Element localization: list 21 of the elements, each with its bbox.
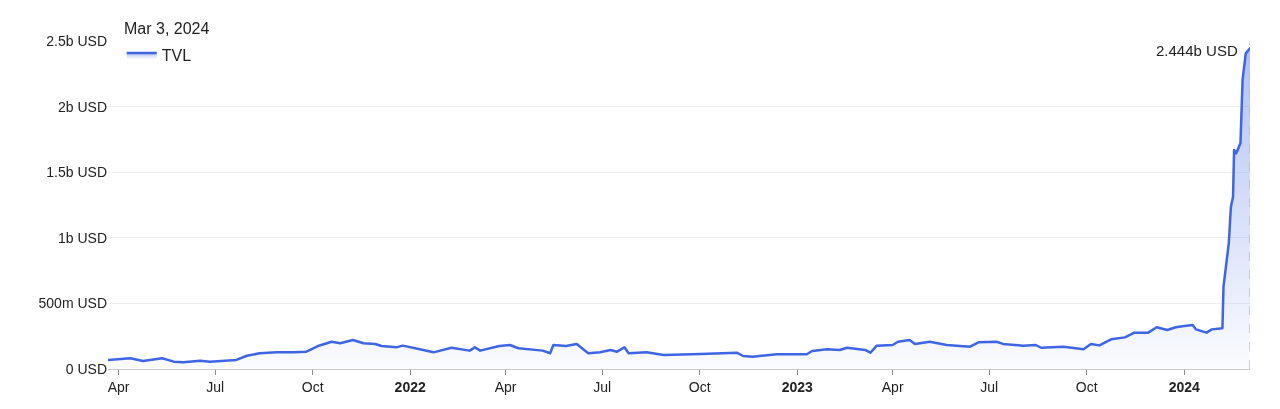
y-tick-label: 1.5b USD	[46, 164, 107, 181]
x-tick-label: Jul	[980, 378, 999, 395]
y-tick-label: 1b USD	[57, 229, 107, 246]
x-tick-label: 2022	[394, 378, 426, 395]
legend-label: TVL	[161, 47, 192, 65]
y-tick-label: 2b USD	[57, 98, 107, 115]
x-tick-label: Apr	[107, 378, 130, 395]
x-tick-label: 2023	[781, 378, 814, 395]
y-tick-label: 500m USD	[38, 295, 107, 312]
y-tick-label: 2.5b USD	[46, 32, 107, 49]
x-tick-label: Jul	[206, 378, 225, 395]
x-tick-label: Oct	[688, 378, 711, 395]
x-tick-label: Oct	[1075, 378, 1098, 395]
x-tick-label: Apr	[881, 378, 904, 395]
x-tick-label: Jul	[593, 378, 612, 395]
x-tick-label: Oct	[301, 378, 324, 395]
x-tick-label: Apr	[494, 378, 517, 395]
x-tick-label: 2024	[1168, 378, 1201, 395]
y-tick-label: 0 USD	[65, 360, 107, 377]
data-label: 2.444b USD	[1156, 42, 1238, 59]
text: Mar 3, 2024	[124, 20, 210, 37]
